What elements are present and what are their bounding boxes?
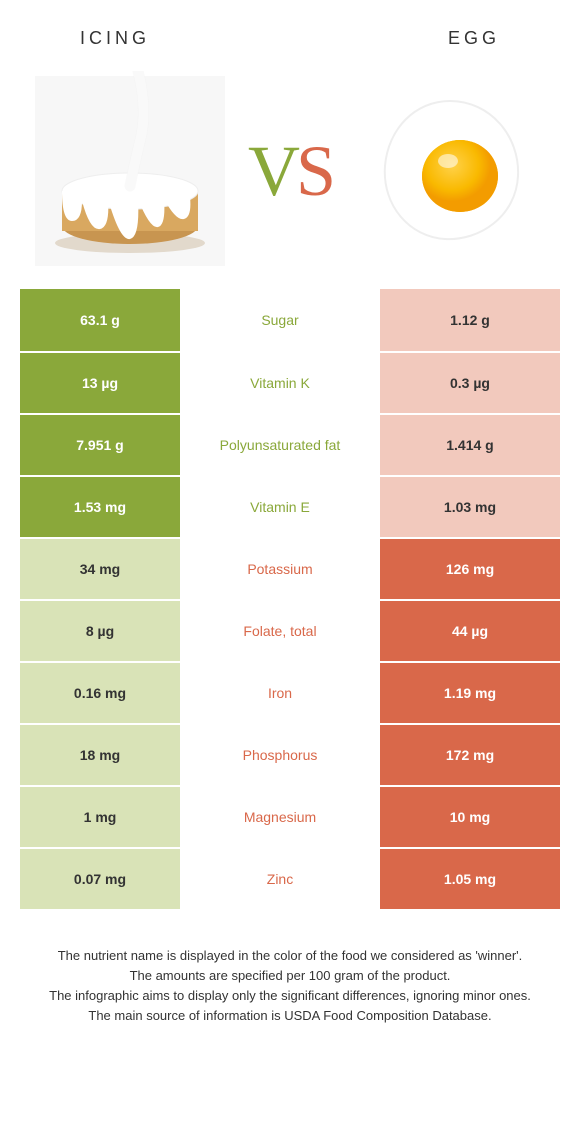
nutrient-label: Polyunsaturated fat xyxy=(180,415,380,475)
nutrient-label: Sugar xyxy=(180,289,380,351)
right-value: 126 mg xyxy=(380,539,560,599)
vs-v: V xyxy=(248,130,296,213)
right-value: 1.414 g xyxy=(380,415,560,475)
left-value: 34 mg xyxy=(20,539,180,599)
right-value: 1.12 g xyxy=(380,289,560,351)
egg-image xyxy=(350,71,550,271)
table-row: 13 µgVitamin K0.3 µg xyxy=(20,351,560,413)
cake-icon xyxy=(30,71,230,271)
egg-icon xyxy=(360,81,540,261)
table-row: 1 mgMagnesium10 mg xyxy=(20,785,560,847)
table-row: 7.951 gPolyunsaturated fat1.414 g xyxy=(20,413,560,475)
footer-notes: The nutrient name is displayed in the co… xyxy=(20,947,560,1025)
footer-line-2: The amounts are specified per 100 gram o… xyxy=(20,967,560,986)
nutrient-label: Potassium xyxy=(180,539,380,599)
right-value: 1.19 mg xyxy=(380,663,560,723)
footer-line-1: The nutrient name is displayed in the co… xyxy=(20,947,560,966)
right-value: 0.3 µg xyxy=(380,353,560,413)
table-row: 0.16 mgIron1.19 mg xyxy=(20,661,560,723)
nutrient-label: Zinc xyxy=(180,849,380,909)
table-row: 63.1 gSugar1.12 g xyxy=(20,289,560,351)
left-value: 0.16 mg xyxy=(20,663,180,723)
table-row: 34 mgPotassium126 mg xyxy=(20,537,560,599)
left-value: 1.53 mg xyxy=(20,477,180,537)
footer-line-4: The main source of information is USDA F… xyxy=(20,1007,560,1026)
right-value: 1.03 mg xyxy=(380,477,560,537)
nutrient-label: Vitamin K xyxy=(180,353,380,413)
left-value: 1 mg xyxy=(20,787,180,847)
vs-label: VS xyxy=(248,130,332,213)
nutrient-table: 63.1 gSugar1.12 g13 µgVitamin K0.3 µg7.9… xyxy=(20,289,560,909)
right-value: 44 µg xyxy=(380,601,560,661)
footer-line-3: The infographic aims to display only the… xyxy=(20,987,560,1006)
right-food-title: Egg xyxy=(290,28,500,49)
nutrient-label: Magnesium xyxy=(180,787,380,847)
table-row: 0.07 mgZinc1.05 mg xyxy=(20,847,560,909)
icing-image xyxy=(30,71,230,271)
hero-row: VS xyxy=(0,61,580,281)
table-row: 1.53 mgVitamin E1.03 mg xyxy=(20,475,560,537)
left-value: 7.951 g xyxy=(20,415,180,475)
title-row: Icing Egg xyxy=(0,0,580,61)
left-value: 13 µg xyxy=(20,353,180,413)
nutrient-label: Folate, total xyxy=(180,601,380,661)
right-value: 10 mg xyxy=(380,787,560,847)
table-row: 18 mgPhosphorus172 mg xyxy=(20,723,560,785)
nutrient-label: Phosphorus xyxy=(180,725,380,785)
vs-s: S xyxy=(296,130,332,213)
right-value: 1.05 mg xyxy=(380,849,560,909)
infographic-root: Icing Egg VS xyxy=(0,0,580,1025)
left-value: 8 µg xyxy=(20,601,180,661)
left-food-title: Icing xyxy=(80,28,290,49)
left-value: 63.1 g xyxy=(20,289,180,351)
nutrient-label: Iron xyxy=(180,663,380,723)
nutrient-label: Vitamin E xyxy=(180,477,380,537)
table-row: 8 µgFolate, total44 µg xyxy=(20,599,560,661)
left-value: 0.07 mg xyxy=(20,849,180,909)
left-value: 18 mg xyxy=(20,725,180,785)
right-value: 172 mg xyxy=(380,725,560,785)
